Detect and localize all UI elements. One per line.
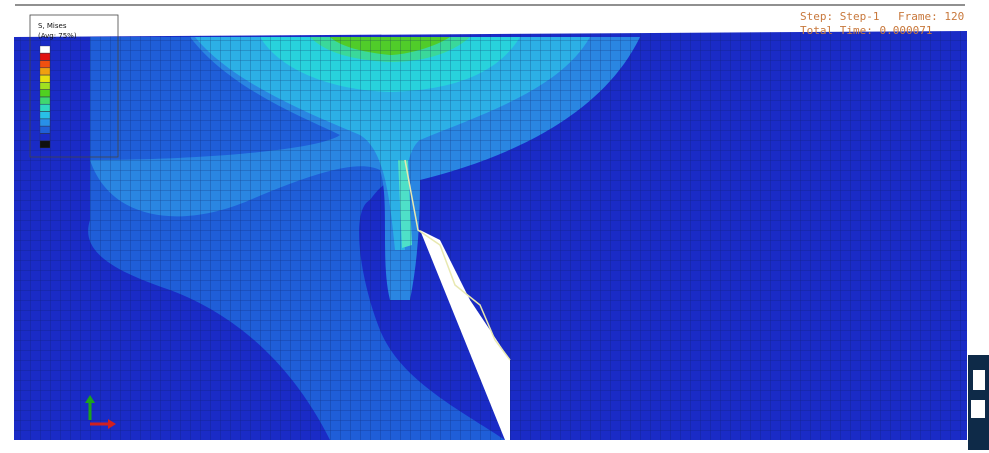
legend-swatch — [40, 126, 50, 133]
legend-swatch — [40, 104, 50, 111]
legend-subtitle: (Avg: 75%) — [38, 32, 77, 40]
legend-swatch — [40, 119, 50, 126]
viewport: S, Mises (Avg: 75%) Step: Step-1 Frame: … — [0, 0, 989, 453]
step-label: Step: Step-1 — [800, 10, 879, 23]
legend-swatch — [40, 75, 50, 82]
legend-swatch — [40, 141, 50, 148]
legend-swatch — [40, 83, 50, 90]
model — [14, 30, 969, 442]
legend-swatch — [40, 61, 50, 68]
legend-swatch — [40, 53, 50, 60]
side-icon — [968, 355, 989, 450]
legend-swatch — [40, 97, 50, 104]
legend-swatch — [40, 112, 50, 119]
legend-swatch — [40, 90, 50, 97]
legend-swatch — [40, 68, 50, 75]
legend-title: S, Mises — [38, 22, 67, 30]
legend-swatch — [40, 134, 50, 141]
legend-swatch — [40, 46, 50, 53]
frame-label: Frame: 120 — [898, 10, 964, 23]
time-label: Total Time: 0.000071 — [800, 24, 932, 37]
